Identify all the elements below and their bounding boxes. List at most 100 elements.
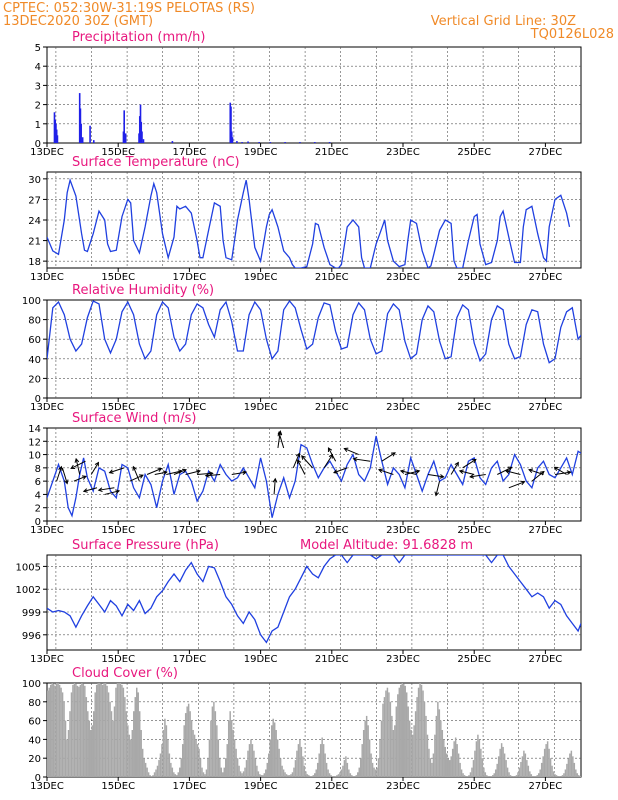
precipitation-ytick-label: 4 — [35, 62, 41, 73]
cloud-bar — [153, 772, 156, 777]
cloud-bar — [357, 772, 359, 777]
cloud-bar — [426, 734, 429, 777]
cloud-bar — [377, 758, 380, 777]
wind-wind-arrowhead — [327, 447, 333, 453]
pressure-line — [47, 555, 581, 644]
wind-wind-arrow — [400, 470, 417, 475]
cloud-bar — [456, 744, 458, 777]
precipitation-bar — [81, 137, 84, 143]
wind-wind-arrow — [61, 467, 68, 484]
cloud-bar — [106, 685, 108, 777]
cloud-bar — [244, 767, 246, 777]
cloud-bar — [299, 739, 301, 777]
cloud-bar — [143, 758, 145, 777]
wind-wind-arrow — [90, 462, 99, 475]
cloud-bar — [535, 776, 537, 777]
cloud-bar — [233, 739, 236, 777]
cloud-bar — [134, 697, 136, 777]
cloud-bar — [523, 750, 525, 777]
cloud-bar — [75, 683, 77, 777]
wind-wind-arrowhead — [458, 469, 464, 474]
cloud-bar — [308, 775, 310, 777]
cloud-bar — [306, 774, 309, 777]
cloud-bar — [499, 748, 501, 777]
humidity-xtick-label: 25DEC — [457, 402, 491, 413]
cloud-bar — [572, 756, 574, 777]
cloud-bar — [483, 767, 485, 777]
cloud-bar — [279, 758, 282, 777]
cloud-bar — [196, 744, 199, 777]
cloud-bar — [78, 686, 80, 777]
cloud-bar — [67, 730, 70, 777]
temperature-ytick-label: 30 — [28, 175, 41, 186]
cloud-bar — [373, 767, 375, 777]
cloud-bar — [342, 765, 344, 777]
precipitation-xtick-label: 27DEC — [529, 147, 563, 158]
pressure-xtick-label: 27DEC — [529, 654, 563, 665]
cloud-xtick-label: 25DEC — [457, 781, 491, 792]
wind-wind-arrowhead — [297, 459, 302, 465]
wind-wind-arrow — [459, 470, 475, 475]
header-grid-line: Vertical Grid Line: 30Z — [431, 14, 576, 29]
cloud-bar — [94, 692, 96, 777]
cloud-bar — [84, 685, 86, 777]
cloud-bar — [223, 767, 225, 777]
cloud-bar — [122, 687, 125, 777]
cloud-bar — [229, 711, 231, 777]
cloud-bar — [241, 773, 243, 777]
cloud-bar — [92, 711, 95, 777]
cloud-bar — [451, 748, 454, 777]
cloud-bar — [285, 774, 288, 777]
precipitation-ytick-label: 5 — [35, 43, 41, 54]
wind-wind-arrow — [301, 455, 313, 469]
humidity-xtick-label: 21DEC — [315, 402, 349, 413]
cloud-bar — [453, 741, 455, 777]
cloud-bar — [521, 756, 524, 777]
cloud-bar — [136, 687, 138, 777]
cloud-bar — [73, 683, 76, 777]
humidity-plot-area — [47, 300, 581, 364]
cloud-bar — [124, 697, 126, 777]
cloud-bar — [183, 725, 185, 777]
cloud-bar — [328, 773, 331, 777]
cloud-bar — [389, 701, 392, 777]
cloud-bar — [330, 775, 332, 777]
cloud-bar — [446, 753, 448, 777]
cloud-bar — [205, 769, 208, 777]
cloud-bar — [195, 739, 197, 777]
wind-wind-arrow — [278, 432, 285, 449]
cloud-bar — [367, 725, 369, 777]
cloud-bar — [506, 767, 509, 777]
cloud-bar — [549, 758, 552, 777]
wind-wind-arrowhead — [132, 465, 137, 471]
wind-wind-arrowhead — [295, 452, 301, 458]
precipitation-xtick-label: 21DEC — [315, 147, 349, 158]
humidity-ytick-label: 60 — [28, 335, 41, 346]
cloud-bar — [211, 706, 214, 777]
wind-xtick-label: 27DEC — [529, 525, 563, 536]
cloud-bar — [76, 685, 79, 777]
cloud-bar — [316, 762, 319, 777]
cloud-bar — [386, 687, 389, 777]
cloud-bar — [297, 744, 300, 777]
wind-wind-arrow — [146, 468, 162, 475]
wind-wind-arrowhead — [70, 464, 76, 470]
cloud-bar — [392, 730, 395, 777]
cloud-bar — [486, 775, 488, 777]
cloud-bar — [51, 683, 53, 777]
wind-wind-arrowhead — [399, 469, 405, 474]
cloud-bar — [447, 758, 449, 777]
wind-wind-arrow — [505, 470, 521, 475]
precipitation-bar — [142, 139, 145, 143]
precipitation-bar — [56, 135, 59, 143]
cloud-bar — [524, 753, 527, 777]
pressure-panel: Surface Pressure (hPa) Model Altitude: 91… — [16, 538, 582, 665]
cloud-bar — [462, 773, 464, 777]
pressure-ytick-label: 1005 — [16, 562, 41, 573]
cloud-bar — [410, 730, 412, 777]
cloud-bar — [490, 776, 492, 777]
cloud-bar — [202, 772, 205, 777]
precipitation-bar — [230, 131, 233, 143]
cloud-bar — [220, 767, 223, 777]
wind-wind-arrow — [497, 466, 512, 475]
